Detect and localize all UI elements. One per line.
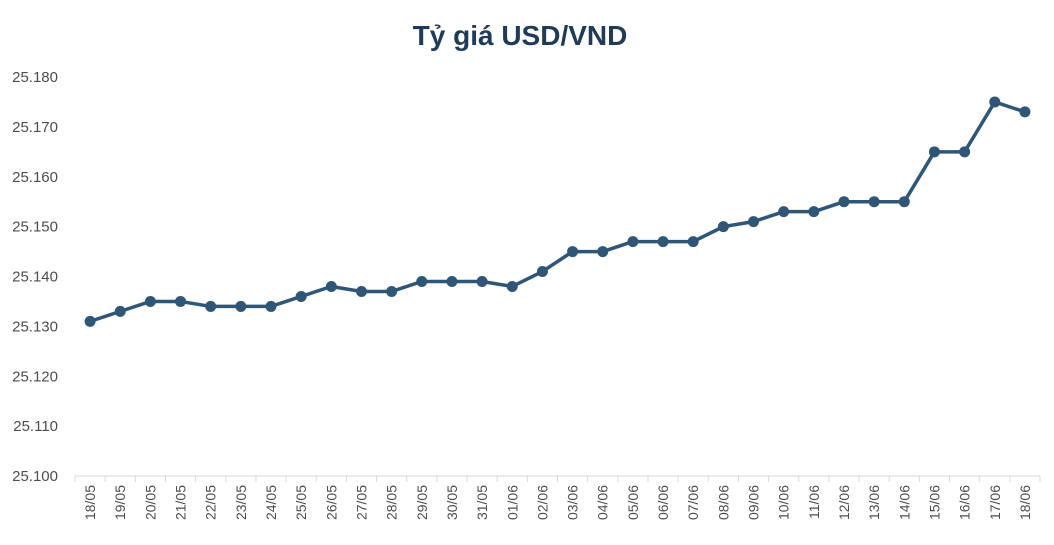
y-tick-label: 25.120 bbox=[12, 368, 58, 385]
data-point bbox=[386, 285, 398, 297]
y-tick-label: 25.140 bbox=[12, 269, 58, 286]
data-point bbox=[597, 246, 609, 258]
x-tick-label: 09/06 bbox=[746, 485, 762, 520]
x-tick-label: 26/05 bbox=[323, 485, 339, 520]
data-point bbox=[295, 290, 307, 302]
y-tick-label: 25.180 bbox=[12, 69, 58, 86]
y-tick-label: 25.100 bbox=[12, 468, 58, 485]
x-tick-label: 18/06 bbox=[1017, 485, 1033, 520]
data-point bbox=[114, 305, 126, 317]
data-point bbox=[717, 221, 729, 233]
x-tick-label: 13/06 bbox=[866, 485, 882, 520]
x-tick-label: 06/06 bbox=[655, 485, 671, 520]
x-tick-label: 05/06 bbox=[625, 485, 641, 520]
data-point bbox=[416, 275, 428, 287]
data-point bbox=[265, 300, 277, 312]
x-tick-label: 07/06 bbox=[685, 485, 701, 520]
data-point bbox=[144, 295, 156, 307]
data-point bbox=[838, 196, 850, 208]
x-tick-label: 17/06 bbox=[987, 485, 1003, 520]
y-tick-label: 25.150 bbox=[12, 219, 58, 236]
y-tick-label: 25.160 bbox=[12, 169, 58, 186]
chart-title: Tỷ giá USD/VND bbox=[412, 20, 628, 51]
x-tick-label: 01/06 bbox=[504, 485, 520, 520]
x-tick-label: 08/06 bbox=[715, 485, 731, 520]
data-point bbox=[84, 315, 96, 327]
x-tick-label: 22/05 bbox=[203, 485, 219, 520]
x-tick-label: 24/05 bbox=[263, 485, 279, 520]
x-tick-label: 19/05 bbox=[112, 485, 128, 520]
data-point bbox=[687, 236, 699, 248]
x-tick-label: 20/05 bbox=[142, 485, 158, 520]
y-tick-label: 25.130 bbox=[12, 318, 58, 335]
data-point bbox=[446, 275, 458, 287]
x-tick-label: 28/05 bbox=[384, 485, 400, 520]
data-point bbox=[235, 300, 247, 312]
x-tick-label: 18/05 bbox=[82, 485, 98, 520]
data-point bbox=[536, 266, 548, 278]
data-point bbox=[778, 206, 790, 218]
data-point bbox=[175, 295, 187, 307]
data-point bbox=[205, 300, 217, 312]
x-tick-label: 04/06 bbox=[595, 485, 611, 520]
data-point bbox=[325, 280, 337, 292]
x-tick-label: 11/06 bbox=[806, 485, 822, 519]
y-tick-label: 25.110 bbox=[13, 418, 58, 435]
data-point bbox=[808, 206, 820, 218]
data-point bbox=[1019, 106, 1031, 118]
data-point bbox=[627, 236, 639, 248]
x-tick-label: 29/05 bbox=[414, 485, 430, 520]
series-line bbox=[88, 100, 1027, 324]
x-tick-label: 12/06 bbox=[836, 485, 852, 520]
x-tick-label: 14/06 bbox=[896, 485, 912, 520]
data-point bbox=[355, 285, 367, 297]
y-tick-label: 25.170 bbox=[12, 119, 58, 136]
x-tick-label: 23/05 bbox=[233, 485, 249, 520]
data-point bbox=[476, 275, 488, 287]
data-point bbox=[868, 196, 880, 208]
x-tick-label: 16/06 bbox=[957, 485, 973, 520]
x-tick-label: 30/05 bbox=[444, 485, 460, 520]
x-tick-label: 31/05 bbox=[474, 485, 490, 520]
data-point bbox=[959, 146, 971, 158]
x-tick-label: 03/06 bbox=[565, 485, 581, 520]
data-point bbox=[748, 216, 760, 228]
x-tick-label: 15/06 bbox=[926, 485, 942, 520]
data-point bbox=[506, 280, 518, 292]
x-tick-label: 21/05 bbox=[173, 485, 189, 520]
x-tick-label: 10/06 bbox=[776, 485, 792, 520]
data-point bbox=[928, 146, 940, 158]
x-tick-label: 02/06 bbox=[534, 485, 550, 520]
x-tick-label: 27/05 bbox=[353, 485, 369, 520]
data-point bbox=[989, 96, 1001, 108]
x-tick-label: 25/05 bbox=[293, 485, 309, 520]
data-point bbox=[657, 236, 669, 248]
data-point bbox=[898, 196, 910, 208]
data-point bbox=[567, 246, 579, 258]
